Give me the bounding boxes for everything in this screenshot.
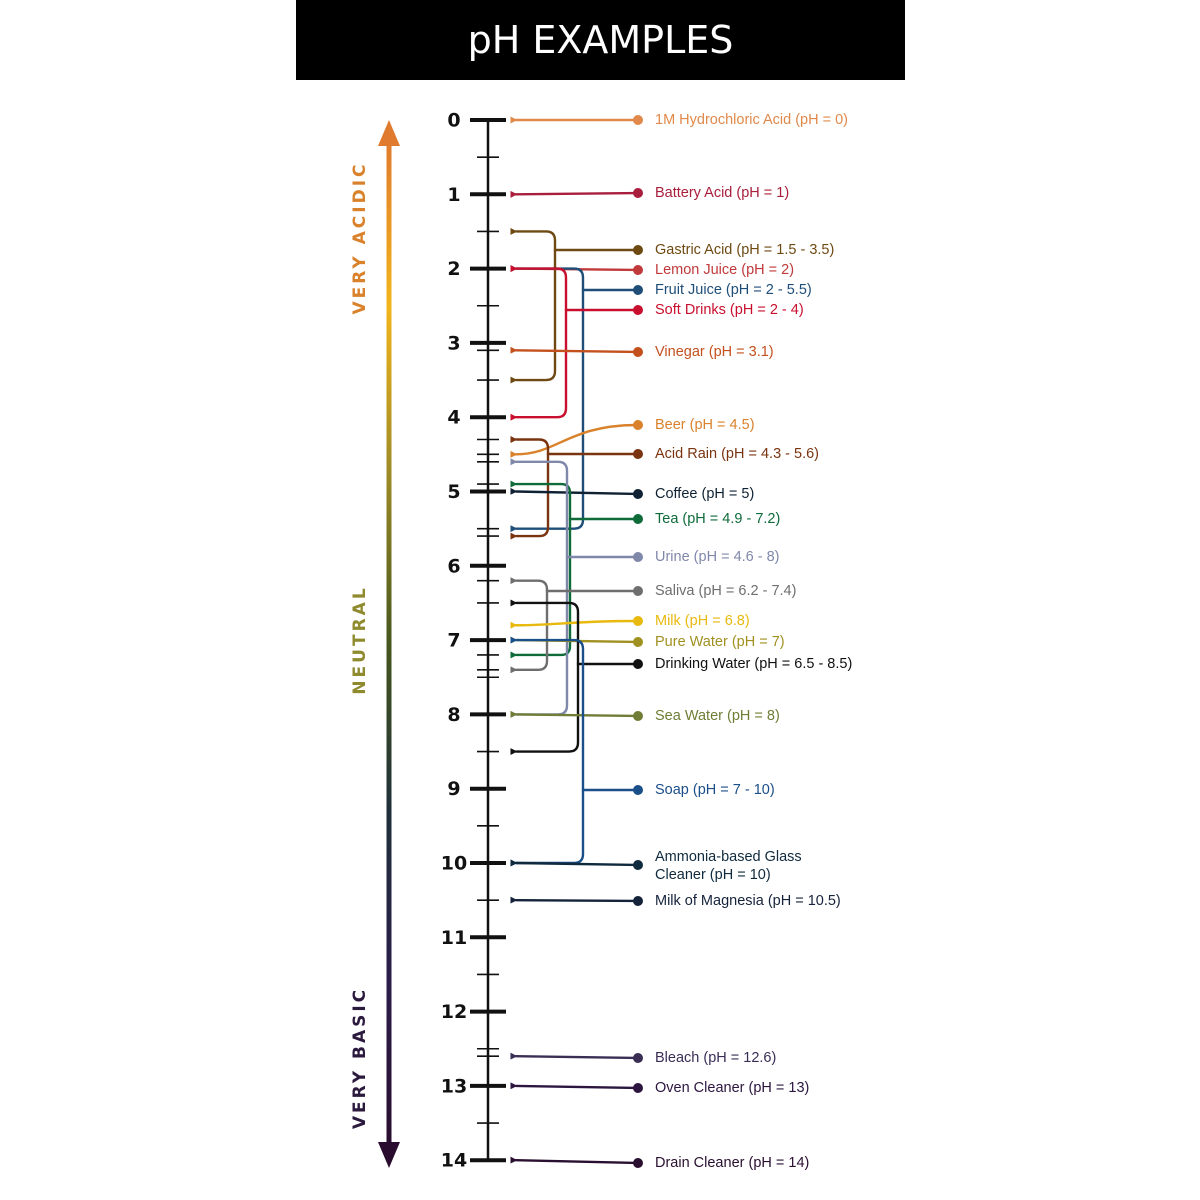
connector: [510, 589, 549, 674]
connector-dot: [633, 637, 643, 647]
connector-dot: [633, 896, 643, 906]
tick-label: 7: [447, 630, 460, 652]
connector: [510, 710, 640, 718]
substance-label: Vinegar (pH = 3.1): [655, 344, 774, 360]
tick-label: 1: [447, 184, 460, 206]
gradient-arrow-down-icon: [378, 1142, 400, 1168]
connector-dot: [633, 245, 643, 255]
tick-label: 11: [441, 927, 467, 949]
connector: [510, 1156, 640, 1165]
connector: [510, 577, 549, 593]
tick-label: 2: [447, 258, 460, 280]
tick-label: 14: [441, 1150, 467, 1172]
connector: [510, 1082, 640, 1090]
connector: [510, 423, 640, 458]
connector: [510, 859, 640, 867]
tick-label: 5: [447, 481, 460, 503]
substance-label: Oven Cleaner (pH = 13): [655, 1080, 809, 1096]
substance-label: Saliva (pH = 6.2 - 7.4): [655, 583, 796, 599]
connector-lines: [510, 116, 640, 1165]
connector: [510, 636, 585, 792]
connector: [510, 487, 640, 496]
tick-label: 12: [441, 1001, 467, 1023]
gradient-arrow-up-icon: [378, 120, 400, 146]
substance-label: 1M Hydrochloric Acid (pH = 0): [655, 112, 848, 128]
connector-dot: [633, 305, 643, 315]
connector-dot: [633, 1053, 643, 1063]
tick-label: 9: [447, 778, 460, 800]
region-label-very-acidic: VERY ACIDIC: [350, 161, 370, 314]
connector-dot: [633, 449, 643, 459]
connector-dot: [633, 489, 643, 499]
connector-dot: [633, 1158, 643, 1168]
connector: [510, 788, 585, 867]
substance-label: Battery Acid (pH = 1): [655, 185, 789, 201]
tick-label: 3: [447, 332, 460, 354]
connector: [510, 308, 568, 421]
substance-label: Drinking Water (pH = 6.5 - 8.5): [655, 656, 852, 672]
region-label-neutral: NEUTRAL: [350, 585, 370, 694]
connector: [510, 662, 580, 756]
substance-label: Soap (pH = 7 - 10): [655, 782, 775, 798]
substance-label: Lemon Juice (pH = 2): [655, 262, 794, 278]
connector-dot: [633, 616, 643, 626]
region-label-very-basic: VERY BASIC: [350, 987, 370, 1129]
tick-label: 4: [447, 407, 460, 429]
connector-dot: [633, 586, 643, 596]
substance-label: Drain Cleaner (pH = 14): [655, 1155, 809, 1171]
connector: [510, 517, 572, 659]
substance-label: Gastric Acid (pH = 1.5 - 3.5): [655, 242, 834, 258]
connector-dot: [633, 347, 643, 357]
substance-label: Beer (pH = 4.5): [655, 417, 755, 433]
tick-label: 13: [441, 1075, 467, 1097]
substance-label: Acid Rain (pH = 4.3 - 5.6): [655, 446, 819, 462]
connector-dot: [633, 188, 643, 198]
connector-dot: [633, 285, 643, 295]
tick-label: 6: [447, 555, 460, 577]
substance-label: Pure Water (pH = 7): [655, 634, 785, 650]
connector: [510, 227, 557, 252]
connector: [510, 346, 640, 354]
connector-dot: [633, 552, 643, 562]
substance-label: Milk (pH = 6.8): [655, 613, 750, 629]
connector-dot: [633, 514, 643, 524]
substance-label: Fruit Juice (pH = 2 - 5.5): [655, 282, 812, 298]
substance-label: Sea Water (pH = 8): [655, 708, 780, 724]
connector-dot: [633, 711, 643, 721]
substance-label: Bleach (pH = 12.6): [655, 1050, 776, 1066]
connector-dot: [633, 420, 643, 430]
page-title: pH EXAMPLES: [467, 18, 734, 62]
ph-gradient-bar: [386, 138, 392, 1150]
connector: [510, 265, 585, 292]
substance-label: Tea (pH = 4.9 - 7.2): [655, 511, 780, 527]
connector: [510, 480, 572, 521]
connector-dot: [633, 115, 643, 125]
tick-label: 10: [441, 853, 467, 875]
connector: [510, 458, 569, 559]
tick-label: 0: [447, 110, 460, 132]
title-banner: pH EXAMPLES: [296, 0, 905, 80]
connector: [510, 435, 550, 456]
connector: [510, 599, 580, 666]
substance-label: Ammonia-based Glass Cleaner (pH = 10): [655, 849, 802, 883]
connector: [510, 619, 640, 629]
substance-label: Soft Drinks (pH = 2 - 4): [655, 302, 804, 318]
connector-dot: [633, 1083, 643, 1093]
substance-label: Urine (pH = 4.6 - 8): [655, 549, 780, 565]
connector: [510, 265, 568, 312]
connector: [510, 190, 640, 198]
connector-dot: [633, 265, 643, 275]
connector: [510, 896, 640, 904]
connector-dot: [633, 860, 643, 870]
substance-label: Milk of Magnesia (pH = 10.5): [655, 893, 841, 909]
connector-dot: [633, 785, 643, 795]
connector: [510, 248, 557, 384]
substance-label: Coffee (pH = 5): [655, 486, 754, 502]
connector: [510, 1052, 640, 1060]
connector-dot: [633, 659, 643, 669]
connector: [510, 452, 550, 540]
tick-label: 8: [447, 704, 460, 726]
